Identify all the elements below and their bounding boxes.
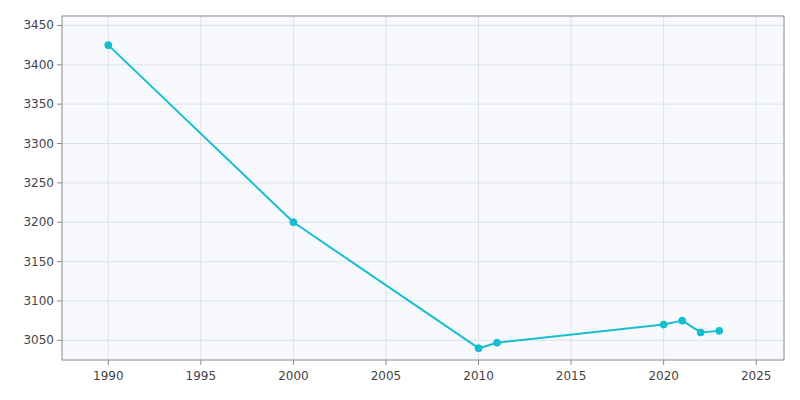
y-grid-line bbox=[62, 222, 784, 223]
y-tick bbox=[57, 261, 62, 262]
y-tick-label: 3250 bbox=[23, 176, 54, 190]
y-grid-line bbox=[62, 340, 784, 341]
x-tick bbox=[571, 360, 572, 365]
y-tick bbox=[57, 104, 62, 105]
x-tick-label: 2020 bbox=[648, 369, 679, 383]
point bbox=[660, 321, 667, 328]
y-tick-label: 3400 bbox=[23, 58, 54, 72]
point bbox=[105, 42, 112, 49]
y-tick bbox=[57, 182, 62, 183]
x-grid-line bbox=[756, 16, 757, 360]
y-tick-label: 3450 bbox=[23, 18, 54, 32]
x-tick bbox=[756, 360, 757, 365]
y-tick bbox=[57, 25, 62, 26]
x-tick bbox=[385, 360, 386, 365]
x-tick-label: 2000 bbox=[278, 369, 309, 383]
y-grid-line bbox=[62, 300, 784, 301]
x-grid-line bbox=[385, 16, 386, 360]
y-tick-label: 3300 bbox=[23, 137, 54, 151]
y-grid-line bbox=[62, 64, 784, 65]
x-tick bbox=[108, 360, 109, 365]
x-tick-label: 2015 bbox=[556, 369, 587, 383]
axes: 3050 3100 3150 3200 3250 3300 3350 3400 3450 1990… bbox=[23, 18, 771, 383]
point bbox=[679, 317, 686, 324]
x-grid-line bbox=[200, 16, 201, 360]
point bbox=[475, 345, 482, 352]
x-tick-label: 1990 bbox=[93, 369, 124, 383]
series bbox=[105, 42, 723, 352]
point bbox=[494, 339, 501, 346]
x-tick-label: 2010 bbox=[463, 369, 494, 383]
point bbox=[290, 219, 297, 226]
point bbox=[697, 329, 704, 336]
x-grid-line bbox=[293, 16, 294, 360]
y-tick bbox=[57, 340, 62, 341]
y-tick bbox=[57, 222, 62, 223]
x-grid-line bbox=[663, 16, 664, 360]
y-grid-line bbox=[62, 25, 784, 26]
y-tick-label: 3200 bbox=[23, 215, 54, 229]
x-tick bbox=[663, 360, 664, 365]
y-tick-label: 3150 bbox=[23, 255, 54, 269]
plot-frame bbox=[62, 16, 784, 360]
x-grid-line bbox=[571, 16, 572, 360]
x-tick bbox=[293, 360, 294, 365]
y-tick bbox=[57, 64, 62, 65]
x-grid-line bbox=[478, 16, 479, 360]
y-tick-label: 3100 bbox=[23, 294, 54, 308]
chart-container: 3050 3100 3150 3200 3250 3300 3350 3400 3450 1990… bbox=[0, 0, 800, 400]
chart-svg: 3050 3100 3150 3200 3250 3300 3350 3400 3450 1990… bbox=[0, 0, 800, 400]
x-grid-line bbox=[108, 16, 109, 360]
x-tick-label: 1995 bbox=[186, 369, 217, 383]
x-tick bbox=[478, 360, 479, 365]
y-grid-line bbox=[62, 182, 784, 183]
y-grid-line bbox=[62, 261, 784, 262]
y-grid-line bbox=[62, 143, 784, 144]
y-tick-label: 3050 bbox=[23, 333, 54, 347]
y-tick bbox=[57, 300, 62, 301]
grid bbox=[62, 16, 784, 360]
x-tick-label: 2005 bbox=[371, 369, 402, 383]
y-tick-label: 3350 bbox=[23, 97, 54, 111]
x-tick bbox=[200, 360, 201, 365]
plot-background bbox=[62, 16, 784, 360]
line bbox=[108, 45, 719, 348]
y-tick bbox=[57, 143, 62, 144]
x-tick-label: 2025 bbox=[741, 369, 772, 383]
point bbox=[716, 327, 723, 334]
